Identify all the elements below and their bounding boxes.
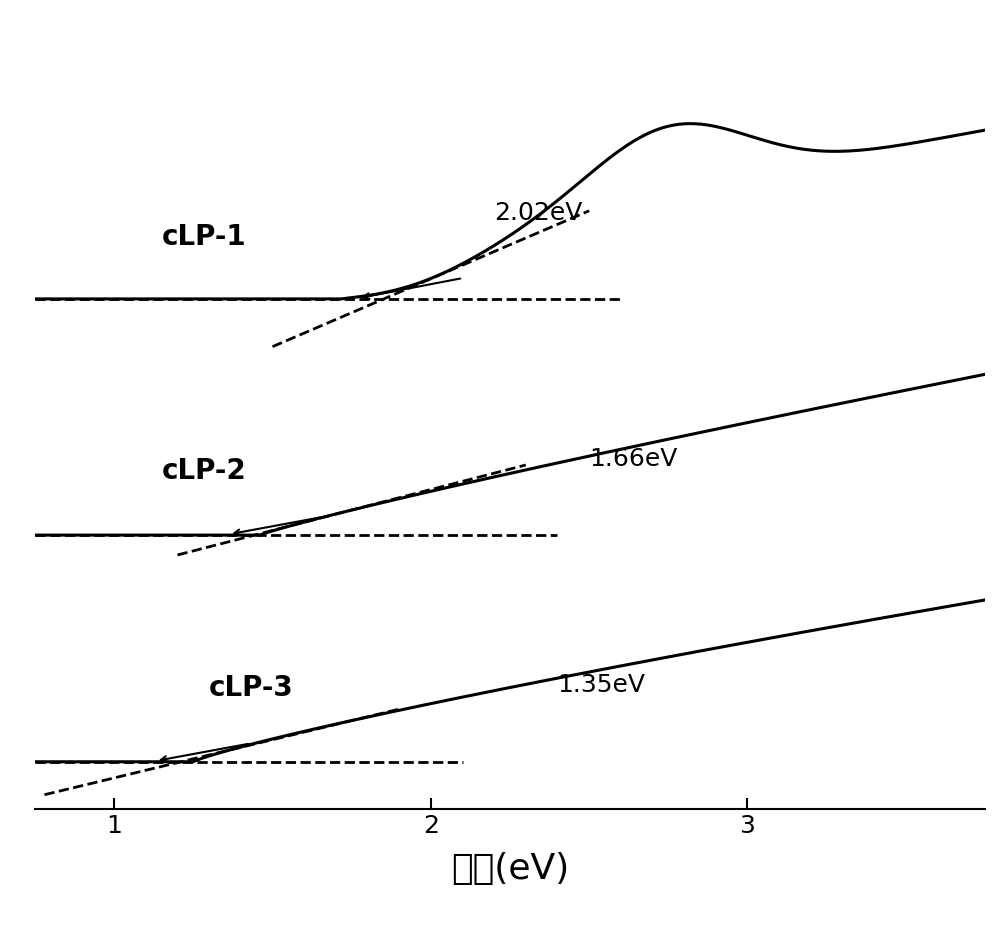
Text: cLP-2: cLP-2 [162,457,246,484]
Text: cLP-1: cLP-1 [162,223,246,251]
Text: 2.02eV: 2.02eV [494,201,583,225]
Text: cLP-3: cLP-3 [209,674,294,702]
Text: 1.35eV: 1.35eV [557,673,645,697]
Text: 1.66eV: 1.66eV [589,447,678,471]
X-axis label: 光能(eV): 光能(eV) [451,851,569,885]
